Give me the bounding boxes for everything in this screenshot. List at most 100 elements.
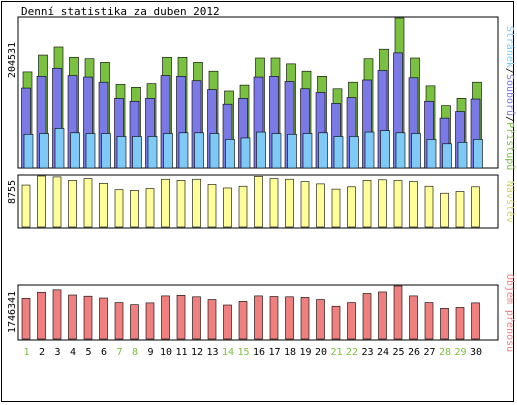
x-tick-day-25: 25 xyxy=(392,347,404,358)
bar-visits-day-30 xyxy=(471,186,480,228)
x-tick-day-11: 11 xyxy=(175,347,187,358)
x-tick-day-6: 6 xyxy=(101,347,107,358)
bar-kbytes-day-30 xyxy=(471,302,480,340)
x-tick-day-10: 10 xyxy=(160,347,172,358)
bar-pages-day-9 xyxy=(147,136,158,169)
chart-title: Denní statistika za duben 2012 xyxy=(21,5,220,18)
bar-visits-day-13 xyxy=(207,184,217,228)
bar-kbytes-day-5 xyxy=(83,295,93,340)
y-max-label-visits: 8755 xyxy=(7,180,18,204)
y-max-label-kbytes: 1746341 xyxy=(7,291,18,333)
x-tick-day-4: 4 xyxy=(70,347,76,358)
legend-hits: Přístupů xyxy=(504,122,516,170)
x-tick-day-19: 19 xyxy=(299,347,311,358)
x-tick-day-24: 24 xyxy=(377,347,389,358)
bar-pages-day-5 xyxy=(85,133,96,169)
legend-sep1: / xyxy=(504,68,515,74)
bar-kbytes-day-23 xyxy=(362,293,372,340)
bar-pages-day-24 xyxy=(380,130,390,169)
bar-visits-day-23 xyxy=(362,180,372,228)
bar-visits-day-4 xyxy=(68,180,77,228)
bar-pages-day-18 xyxy=(287,133,297,169)
bar-visits-day-7 xyxy=(114,189,124,228)
bar-pages-day-26 xyxy=(411,133,421,169)
bar-kbytes-day-28 xyxy=(440,308,449,340)
x-tick-day-2: 2 xyxy=(39,347,45,358)
bar-kbytes-day-24 xyxy=(378,291,387,340)
x-tick-day-15: 15 xyxy=(237,347,249,358)
bar-pages-day-3 xyxy=(54,128,65,169)
bar-visits-day-20 xyxy=(316,183,325,228)
bar-kbytes-day-27 xyxy=(424,302,434,340)
bar-pages-day-22 xyxy=(349,136,359,169)
bar-pages-day-27 xyxy=(426,139,437,169)
bar-pages-day-4 xyxy=(70,132,80,169)
bar-kbytes-day-3 xyxy=(52,289,62,340)
bar-visits-day-26 xyxy=(409,181,418,228)
bar-visits-day-9 xyxy=(145,188,155,228)
y-max-label-hits: 204531 xyxy=(7,42,18,78)
bar-kbytes-day-29 xyxy=(455,307,465,340)
bar-kbytes-day-4 xyxy=(68,294,77,340)
bar-pages-day-10 xyxy=(163,133,173,169)
x-tick-day-18: 18 xyxy=(284,347,296,358)
legend-visits: Návštěv xyxy=(504,181,516,223)
legend-sep2: / xyxy=(504,116,515,122)
bar-kbytes-day-22 xyxy=(347,302,356,340)
bar-kbytes-day-6 xyxy=(99,297,108,340)
panel-border-2 xyxy=(17,174,499,229)
bar-pages-day-29 xyxy=(457,142,468,169)
bar-pages-day-23 xyxy=(364,131,375,169)
x-tick-day-16: 16 xyxy=(253,347,265,358)
bar-kbytes-day-15 xyxy=(238,301,248,340)
bar-visits-day-17 xyxy=(269,178,279,228)
bar-pages-day-28 xyxy=(442,143,452,169)
x-tick-day-1: 1 xyxy=(23,347,29,358)
bar-pages-day-14 xyxy=(225,139,235,169)
panel-border-3 xyxy=(17,284,499,341)
legend-hits-files-pages: Stránek/Souborů/Přístupů xyxy=(504,26,516,171)
bar-visits-day-29 xyxy=(455,191,465,228)
x-tick-day-8: 8 xyxy=(132,347,138,358)
bar-visits-day-27 xyxy=(424,185,434,228)
x-tick-day-28: 28 xyxy=(439,347,451,358)
bar-pages-day-16 xyxy=(256,131,266,169)
bar-visits-day-12 xyxy=(192,178,201,228)
bar-visits-day-11 xyxy=(176,180,186,228)
x-tick-day-27: 27 xyxy=(423,347,435,358)
bar-kbytes-day-25 xyxy=(393,285,403,340)
bar-pages-day-21 xyxy=(333,136,344,169)
bar-visits-day-21 xyxy=(331,188,341,228)
bar-kbytes-day-9 xyxy=(145,302,155,340)
bar-visits-day-5 xyxy=(83,178,93,228)
bar-kbytes-day-19 xyxy=(300,297,310,340)
bar-pages-day-20 xyxy=(318,132,328,169)
bar-visits-day-18 xyxy=(285,178,294,228)
legend-files: Souborů xyxy=(504,74,516,116)
bar-visits-day-10 xyxy=(161,178,170,228)
bar-kbytes-day-10 xyxy=(161,295,170,340)
bar-pages-day-19 xyxy=(302,133,313,169)
bar-kbytes-day-21 xyxy=(331,305,341,340)
x-tick-day-20: 20 xyxy=(315,347,327,358)
x-tick-day-5: 5 xyxy=(85,347,91,358)
bar-pages-day-11 xyxy=(178,132,189,169)
bar-kbytes-day-11 xyxy=(176,294,186,340)
bar-pages-day-12 xyxy=(194,132,204,169)
legend-kbytes: Objem přenosu xyxy=(504,274,516,352)
bar-kbytes-day-16 xyxy=(254,295,263,340)
x-tick-day-7: 7 xyxy=(116,347,122,358)
bar-kbytes-day-1 xyxy=(21,298,31,340)
bar-pages-day-17 xyxy=(271,133,282,169)
bar-visits-day-14 xyxy=(223,187,232,228)
bar-pages-day-2 xyxy=(39,133,49,169)
x-tick-day-12: 12 xyxy=(191,347,203,358)
x-tick-day-17: 17 xyxy=(268,347,280,358)
bar-visits-day-24 xyxy=(378,179,387,228)
x-tick-day-13: 13 xyxy=(206,347,218,358)
bar-kbytes-day-7 xyxy=(114,302,124,340)
bar-visits-day-22 xyxy=(347,186,356,228)
x-tick-day-22: 22 xyxy=(346,347,358,358)
